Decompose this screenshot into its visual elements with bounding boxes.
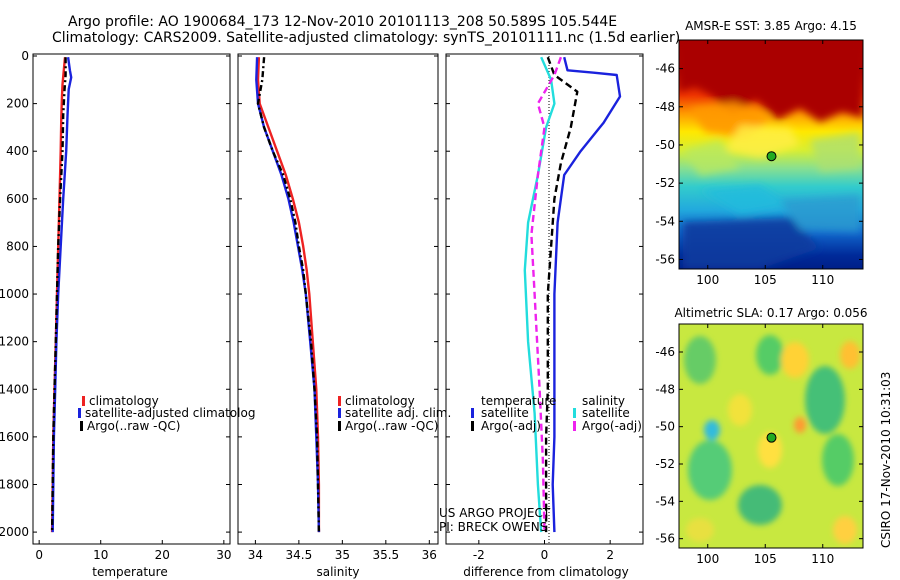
figure-title-line1: Argo profile: AO 1900684_173 12-Nov-2010… (68, 14, 617, 30)
x-tick-label: 36 (422, 548, 437, 562)
salinity-xlabel: salinity (316, 565, 359, 579)
y-tick-label: 2000 (0, 525, 29, 539)
map-x-tick-label: 105 (754, 273, 777, 287)
sst-map-title: AMSR-E SST: 3.85 Argo: 4.15 (685, 19, 857, 33)
map-y-tick-label: -46 (655, 345, 675, 359)
legend-label: satellite adj. clim. (345, 406, 451, 420)
difference-legend: temperature satellite Argo(-adj) salinit… (471, 394, 642, 433)
y-tick-label: 1400 (0, 382, 29, 396)
map-x-tick-label: 110 (811, 552, 834, 566)
x-tick-label: 0 (541, 548, 549, 562)
series-line-argo-raw-qc- (50, 57, 67, 533)
x-tick-label: 30 (216, 548, 231, 562)
legend-label: Argo(..raw -QC) (87, 419, 180, 433)
map-y-tick-label: -50 (655, 138, 675, 152)
legend-swatch-satellite (78, 408, 81, 418)
legend-label: climatology (89, 394, 159, 408)
sla-map-panel: Altimetric SLA: 0.17 Argo: 0.056 (655, 306, 867, 566)
y-tick-label: 0 (21, 49, 29, 63)
legend-swatch-sal-satellite (573, 408, 576, 418)
map-y-tick-label: -50 (655, 420, 675, 434)
pi-annotation: PI: BRECK OWENS (439, 520, 547, 534)
x-tick-label: 0 (35, 548, 43, 562)
series-line-argo-adj- (544, 56, 579, 533)
x-tick-label: 10 (93, 548, 108, 562)
y-tick-label: 1800 (0, 477, 29, 491)
map-y-tick-label: -48 (655, 382, 675, 396)
legend-label: Argo(-adj) (481, 419, 541, 433)
y-tick-label: 800 (6, 239, 29, 253)
map-y-tick-label: -56 (655, 252, 675, 266)
series-line-climatology (256, 57, 321, 533)
x-tick-label: 35.5 (372, 548, 399, 562)
series-line-argo-adj- (530, 56, 563, 533)
y-tick-label: 200 (6, 97, 29, 111)
y-tick-label: 1600 (0, 430, 29, 444)
legend-swatch-climatology (82, 396, 85, 406)
series-line-satellite (551, 56, 622, 533)
map-x-tick-label: 110 (811, 273, 834, 287)
difference-xlabel: difference from climatology (463, 565, 629, 579)
legend-label: Argo(..raw -QC) (345, 419, 438, 433)
legend-swatch-sal-argo (573, 421, 576, 431)
map-y-tick-label: -46 (655, 62, 675, 76)
argo-location-marker (766, 151, 777, 162)
x-tick-label: -2 (473, 548, 485, 562)
legend-swatch-argo (338, 421, 341, 431)
series-line-satellite (523, 56, 556, 533)
legend-swatch-argo (80, 421, 83, 431)
x-tick-label: 34.5 (286, 548, 313, 562)
salinity-panel: salinity climatology satellite adj. clim… (237, 53, 451, 579)
difference-panel: difference from climatology temperature … (439, 53, 644, 579)
legend-label: satellite (481, 406, 529, 420)
legend-swatch-climatology (338, 396, 341, 406)
map-x-tick-label: 100 (696, 552, 719, 566)
y-tick-label: 1000 (0, 287, 29, 301)
map-y-tick-label: -52 (655, 176, 675, 190)
map-y-tick-label: -54 (655, 494, 675, 508)
legend-label: climatology (345, 394, 415, 408)
legend-label: satellite-adjusted climatolog (85, 406, 255, 420)
map-y-tick-label: -54 (655, 214, 675, 228)
legend-label: Argo(-adj) (582, 419, 642, 433)
argo-location-marker (766, 432, 777, 443)
legend-swatch-temp-satellite (471, 408, 474, 418)
temperature-xlabel: temperature (92, 565, 167, 579)
temperature-legend: climatology satellite-adjusted climatolo… (78, 394, 255, 433)
map-y-tick-label: -48 (655, 100, 675, 114)
sla-map-title: Altimetric SLA: 0.17 Argo: 0.056 (674, 306, 867, 320)
map-x-tick-label: 105 (754, 552, 777, 566)
figure-title-line2: Climatology: CARS2009. Satellite-adjuste… (52, 30, 680, 46)
x-tick-label: 34 (248, 548, 263, 562)
legend-title-salinity: salinity (582, 394, 625, 408)
legend-swatch-temp-argo (471, 421, 474, 431)
map-y-tick-label: -56 (655, 532, 675, 546)
x-tick-label: 2 (606, 548, 614, 562)
series-line-argo-raw-qc- (256, 57, 321, 533)
salinity-legend: climatology satellite adj. clim. Argo(..… (338, 394, 451, 433)
timestamp-stamp: CSIRO 17-Nov-2010 10:31:03 (879, 372, 893, 548)
x-tick-label: 20 (155, 548, 170, 562)
legend-label: satellite (582, 406, 630, 420)
y-tick-label: 400 (6, 144, 29, 158)
temperature-panel: temperature climatology satellite-adjust… (0, 49, 255, 579)
y-tick-label: 1200 (0, 335, 29, 349)
series-line-satellite-adjusted-climatolog (51, 57, 73, 533)
sst-map-panel: AMSR-E SST: 3.85 Argo: 4.15 (655, 19, 864, 287)
project-annotation: US ARGO PROJECT (439, 506, 551, 520)
map-x-tick-label: 100 (696, 273, 719, 287)
legend-title-temperature: temperature (481, 394, 556, 408)
map-y-tick-label: -52 (655, 457, 675, 471)
x-tick-label: 35 (335, 548, 350, 562)
legend-swatch-satellite (338, 408, 341, 418)
y-tick-label: 600 (6, 192, 29, 206)
